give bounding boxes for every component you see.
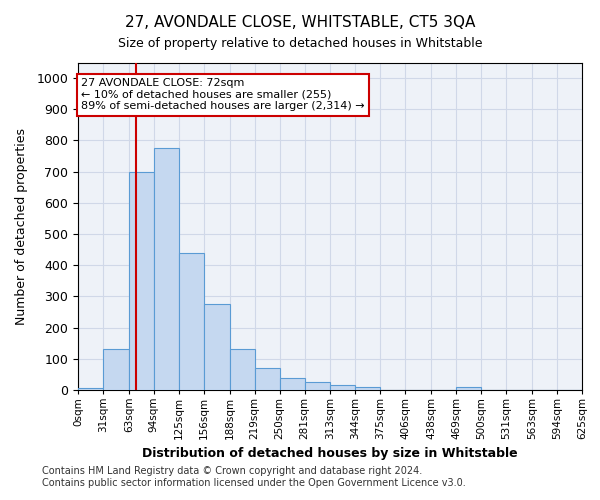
Bar — [355, 387, 380, 390]
Bar — [78, 388, 103, 390]
Bar — [129, 172, 154, 390]
Bar — [154, 148, 179, 390]
Bar — [103, 350, 129, 390]
Bar — [331, 386, 355, 390]
Text: 27, AVONDALE CLOSE, WHITSTABLE, CT5 3QA: 27, AVONDALE CLOSE, WHITSTABLE, CT5 3QA — [125, 15, 475, 30]
Text: Size of property relative to detached houses in Whitstable: Size of property relative to detached ho… — [118, 38, 482, 51]
Y-axis label: Number of detached properties: Number of detached properties — [15, 128, 28, 325]
Bar — [254, 368, 280, 390]
Text: 27 AVONDALE CLOSE: 72sqm
← 10% of detached houses are smaller (255)
89% of semi-: 27 AVONDALE CLOSE: 72sqm ← 10% of detach… — [81, 78, 365, 112]
X-axis label: Distribution of detached houses by size in Whitstable: Distribution of detached houses by size … — [142, 448, 518, 460]
Bar — [456, 387, 481, 390]
Bar — [230, 350, 254, 390]
Bar — [204, 304, 230, 390]
Text: Contains HM Land Registry data © Crown copyright and database right 2024.
Contai: Contains HM Land Registry data © Crown c… — [42, 466, 466, 487]
Bar — [179, 254, 204, 390]
Bar — [280, 378, 305, 390]
Bar — [305, 382, 331, 390]
